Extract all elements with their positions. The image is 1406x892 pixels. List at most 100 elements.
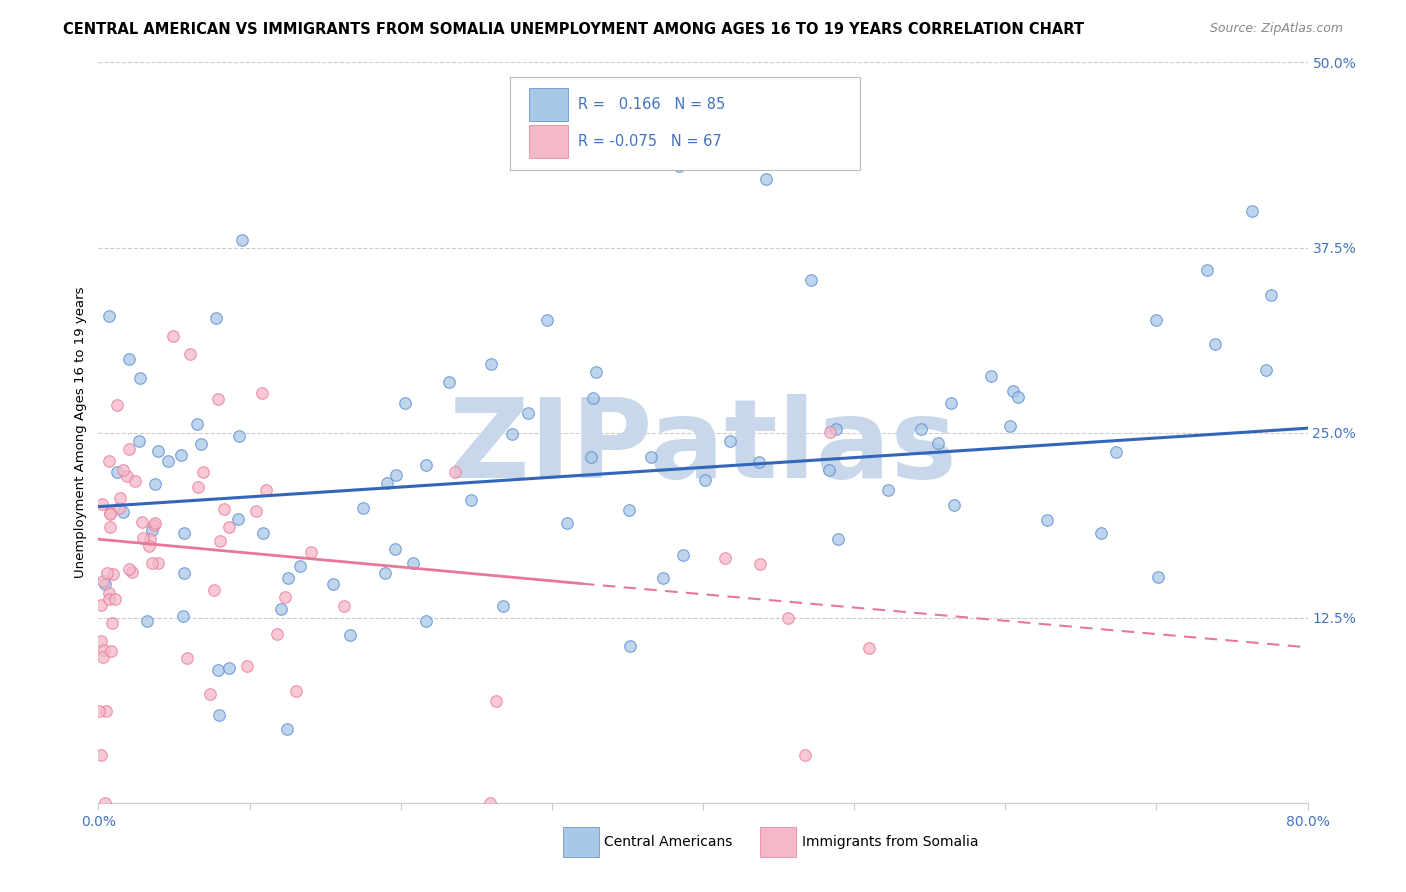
Point xyxy=(1144,313,1167,327)
Point xyxy=(91,497,114,511)
Point xyxy=(501,427,523,442)
Point xyxy=(90,747,112,762)
Point xyxy=(479,796,502,810)
Point xyxy=(479,357,502,371)
Point xyxy=(226,512,249,526)
Point xyxy=(98,507,121,521)
Point xyxy=(115,469,138,483)
Point xyxy=(437,375,460,389)
Point xyxy=(124,474,146,488)
Point xyxy=(98,520,121,534)
Point xyxy=(943,498,966,512)
Point xyxy=(299,545,322,559)
Point xyxy=(384,541,406,556)
Point xyxy=(536,313,558,327)
Point xyxy=(818,463,841,477)
Point xyxy=(415,615,437,629)
Point xyxy=(90,634,112,648)
Point xyxy=(141,523,163,537)
Point xyxy=(1254,362,1277,376)
Point xyxy=(94,576,117,591)
Point xyxy=(97,592,120,607)
Point xyxy=(98,507,121,521)
Point xyxy=(179,347,201,361)
Point xyxy=(212,502,235,516)
Point xyxy=(190,437,212,451)
Point xyxy=(173,525,195,540)
Point xyxy=(156,454,179,468)
Point xyxy=(276,571,298,585)
Point xyxy=(205,310,228,325)
Point xyxy=(1240,203,1263,218)
Point xyxy=(555,516,578,530)
Point xyxy=(112,463,135,477)
Point xyxy=(128,371,150,385)
Point xyxy=(131,516,153,530)
Point xyxy=(108,491,131,505)
Text: Source: ZipAtlas.com: Source: ZipAtlas.com xyxy=(1209,22,1343,36)
Point xyxy=(581,391,603,405)
Point xyxy=(191,465,214,479)
Point xyxy=(236,659,259,673)
Point xyxy=(333,599,356,613)
Point xyxy=(101,615,124,630)
Point xyxy=(617,502,640,516)
Point xyxy=(755,171,778,186)
Point xyxy=(207,663,229,677)
Point xyxy=(825,421,848,435)
Point xyxy=(90,599,112,613)
Point xyxy=(94,796,117,810)
Point xyxy=(651,570,673,584)
Point xyxy=(939,396,962,410)
Point xyxy=(517,406,540,420)
Text: Immigrants from Somalia: Immigrants from Somalia xyxy=(803,835,979,849)
Text: CENTRAL AMERICAN VS IMMIGRANTS FROM SOMALIA UNEMPLOYMENT AMONG AGES 16 TO 19 YEA: CENTRAL AMERICAN VS IMMIGRANTS FROM SOMA… xyxy=(63,22,1084,37)
Point xyxy=(170,448,193,462)
Point xyxy=(146,443,169,458)
Point xyxy=(118,442,141,456)
Point xyxy=(443,466,465,480)
Point xyxy=(104,591,127,606)
Point xyxy=(394,396,416,410)
Point xyxy=(910,422,932,436)
Point xyxy=(748,455,770,469)
Point xyxy=(1197,262,1219,277)
FancyBboxPatch shape xyxy=(759,827,796,857)
Point xyxy=(252,526,274,541)
Point xyxy=(585,365,607,379)
Point xyxy=(208,533,231,548)
Point xyxy=(91,649,114,664)
Point xyxy=(980,368,1002,383)
Point xyxy=(827,532,849,546)
Point xyxy=(266,627,288,641)
Point xyxy=(91,574,114,589)
Point xyxy=(245,504,267,518)
Point xyxy=(97,586,120,600)
Point xyxy=(176,650,198,665)
Point xyxy=(668,159,690,173)
Point xyxy=(231,233,253,247)
Point xyxy=(87,704,110,718)
Point xyxy=(96,704,118,718)
Point xyxy=(998,418,1021,433)
Point xyxy=(339,628,361,642)
Point xyxy=(145,477,167,491)
Point xyxy=(105,398,128,412)
Point xyxy=(284,684,307,698)
Point xyxy=(693,474,716,488)
Point xyxy=(97,454,120,468)
Point xyxy=(136,614,159,628)
Point xyxy=(375,475,398,490)
Point xyxy=(877,483,900,497)
Point xyxy=(579,450,602,465)
Point xyxy=(290,559,312,574)
Point xyxy=(385,467,408,482)
Point xyxy=(858,641,880,656)
Point xyxy=(138,539,160,553)
Point xyxy=(252,385,274,400)
Point xyxy=(460,493,482,508)
Point xyxy=(322,576,344,591)
Text: R = -0.075   N = 67: R = -0.075 N = 67 xyxy=(578,134,723,149)
Point xyxy=(401,556,423,570)
Y-axis label: Unemployment Among Ages 16 to 19 years: Unemployment Among Ages 16 to 19 years xyxy=(75,287,87,578)
